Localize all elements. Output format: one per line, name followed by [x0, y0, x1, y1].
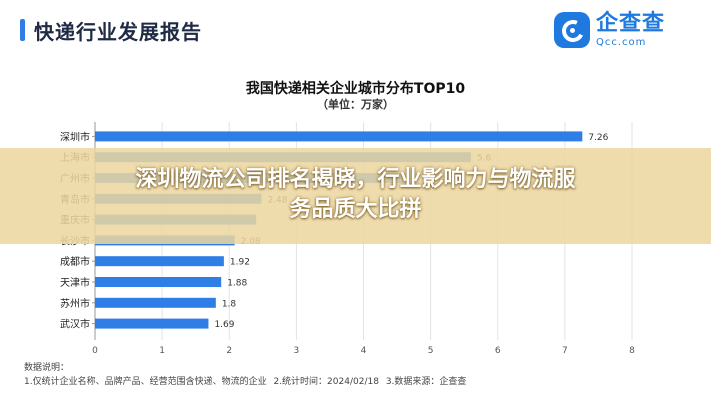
logo-text-en: Qcc.com: [596, 36, 647, 48]
bar: [95, 297, 216, 308]
x-tick-label: 6: [495, 346, 501, 356]
y-category-label: 武汉市: [60, 318, 90, 331]
qcc-logo-icon: [554, 12, 590, 48]
notes-item-1: 1.仅统计企业名称、品牌产品、经营范围含快递、物流的企业: [24, 377, 267, 387]
bar: [95, 318, 209, 329]
bar: [95, 131, 583, 142]
data-label: 1.69: [214, 320, 234, 330]
x-tick-label: 4: [361, 346, 367, 356]
chart-subtitle: （单位：万家）: [317, 98, 394, 111]
x-tick-label: 1: [159, 346, 165, 356]
headline: 深圳物流公司排名揭晓，行业影响力与物流服 务品质大比拼: [0, 165, 711, 225]
x-tick-label: 7: [562, 346, 568, 356]
data-label: 7.26: [588, 133, 608, 143]
qcc-logo: 企查查 Qcc.com: [554, 12, 665, 48]
x-tick-label: 5: [428, 346, 434, 356]
title-accent-bar: [20, 19, 25, 41]
x-tick-label: 0: [92, 346, 98, 356]
data-label: 1.8: [222, 299, 237, 309]
x-tick-label: 2: [226, 346, 232, 356]
notes-heading: 数据说明：: [24, 363, 70, 373]
x-tick-label: 8: [629, 346, 635, 356]
data-label: 1.88: [227, 279, 247, 289]
chart-title: 我国快递相关企业城市分布TOP10: [245, 81, 466, 97]
notes-item-3: 3.数据来源：企查查: [385, 377, 467, 387]
notes-item-2: 2.统计时间：2024/02/18: [273, 377, 379, 387]
data-label: 1.92: [230, 258, 250, 268]
report-title: 快递行业发展报告: [34, 20, 202, 44]
logo-text-cn: 企查查: [596, 10, 666, 36]
data-notes: 数据说明： 1.仅统计企业名称、品牌产品、经营范围含快递、物流的企业 2.统计时…: [24, 361, 470, 389]
headline-banner: [0, 148, 711, 244]
y-category-label: 天津市: [60, 276, 90, 289]
bar: [95, 256, 224, 267]
y-category-label: 成都市: [60, 255, 90, 268]
headline-line-2: 务品质大比拼: [289, 197, 422, 222]
x-tick-label: 3: [294, 346, 300, 356]
headline-line-1: 深圳物流公司排名揭晓，行业影响力与物流服: [135, 167, 576, 192]
y-category-label: 苏州市: [60, 297, 90, 310]
y-category-label: 深圳市: [60, 130, 90, 143]
bar: [95, 277, 222, 287]
